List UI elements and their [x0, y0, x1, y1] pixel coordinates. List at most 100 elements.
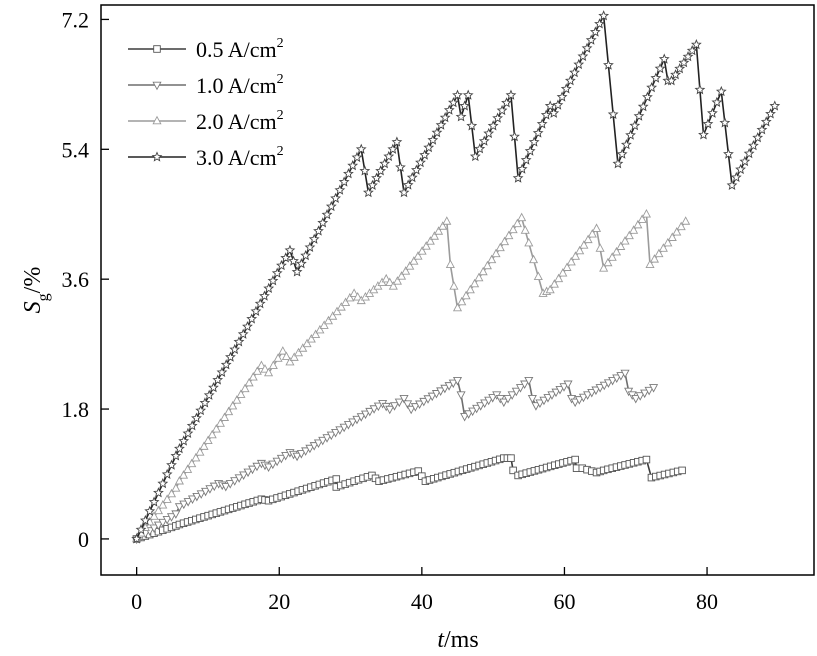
data-point — [335, 426, 345, 435]
data-point — [247, 465, 258, 475]
data-point — [139, 514, 151, 526]
data-point — [201, 487, 211, 497]
data-point — [570, 398, 580, 408]
data-point — [436, 387, 446, 396]
data-point — [435, 119, 447, 130]
data-point — [730, 171, 742, 183]
data-point — [543, 394, 553, 403]
data-point — [166, 513, 177, 522]
data-point — [587, 388, 597, 398]
data-point — [595, 384, 605, 393]
data-point — [563, 380, 573, 390]
data-point — [399, 394, 409, 404]
data-point — [144, 505, 156, 516]
data-point — [228, 400, 238, 410]
data-point — [233, 336, 245, 347]
data-point — [624, 230, 634, 240]
data-point — [183, 464, 193, 473]
data-point — [203, 435, 213, 445]
data-point — [331, 428, 341, 438]
data-point — [236, 389, 246, 398]
data-point — [402, 179, 414, 190]
data-point — [694, 84, 706, 95]
data-point — [642, 455, 651, 464]
data-point — [760, 116, 772, 127]
data-point — [452, 89, 463, 100]
data-point — [658, 243, 668, 252]
series-markers — [132, 208, 691, 543]
data-point — [347, 159, 359, 171]
plot-frame — [100, 4, 815, 576]
data-point — [769, 100, 781, 111]
data-point — [520, 225, 530, 234]
data-point — [157, 477, 169, 489]
data-point — [415, 156, 426, 168]
data-point — [460, 413, 470, 422]
data-point — [211, 423, 221, 433]
data-point — [397, 271, 407, 280]
data-point — [352, 415, 362, 425]
data-point — [313, 439, 324, 449]
data-point — [743, 147, 755, 159]
data-point — [158, 499, 168, 509]
data-point — [243, 468, 253, 478]
data-point — [562, 262, 572, 271]
data-point — [459, 100, 471, 111]
data-point — [686, 45, 698, 56]
data-point — [644, 386, 654, 396]
data-point — [559, 383, 569, 392]
data-point — [748, 140, 759, 151]
data-point — [442, 216, 452, 225]
data-point — [650, 72, 662, 83]
data-point — [509, 131, 520, 142]
data-point — [472, 404, 482, 414]
data-point — [419, 149, 430, 160]
x-tick-label: 60 — [553, 589, 575, 614]
data-point — [171, 483, 181, 492]
data-point — [365, 407, 375, 417]
x-tick-label: 40 — [411, 589, 433, 614]
legend-label: 1.0 A/cm2 — [196, 72, 284, 98]
data-point — [676, 221, 686, 231]
data-point — [291, 266, 303, 277]
data-point — [319, 320, 329, 329]
data-point — [263, 282, 275, 294]
data-point — [570, 251, 581, 260]
data-point — [682, 51, 694, 62]
data-point — [385, 277, 395, 287]
legend-label: 0.5 A/cm2 — [196, 36, 284, 62]
data-point — [239, 471, 249, 480]
data-point — [225, 480, 235, 489]
data-point — [348, 418, 358, 427]
data-point — [611, 246, 622, 256]
legend-marker — [152, 115, 162, 125]
data-point — [298, 343, 308, 352]
data-point — [419, 397, 429, 407]
data-point — [394, 398, 404, 408]
data-point — [495, 242, 505, 252]
data-point — [281, 451, 291, 461]
data-point — [512, 218, 522, 228]
data-point — [515, 384, 526, 393]
data-point — [224, 406, 234, 416]
data-point — [715, 85, 727, 97]
data-point — [409, 256, 419, 265]
data-point — [470, 278, 480, 288]
data-point — [464, 410, 474, 419]
data-point — [353, 291, 363, 301]
data-point — [674, 63, 686, 74]
data-point — [187, 458, 197, 468]
data-point — [421, 241, 431, 250]
data-point — [280, 252, 292, 263]
data-point — [583, 234, 593, 244]
data-point — [612, 158, 624, 169]
data-point — [555, 385, 565, 395]
data-point — [191, 452, 201, 462]
data-point — [395, 161, 406, 172]
data-point — [375, 165, 386, 176]
data-point — [654, 62, 666, 74]
data-point — [654, 248, 664, 258]
data-point — [304, 241, 316, 253]
data-point — [578, 393, 589, 403]
data-point — [455, 111, 467, 122]
